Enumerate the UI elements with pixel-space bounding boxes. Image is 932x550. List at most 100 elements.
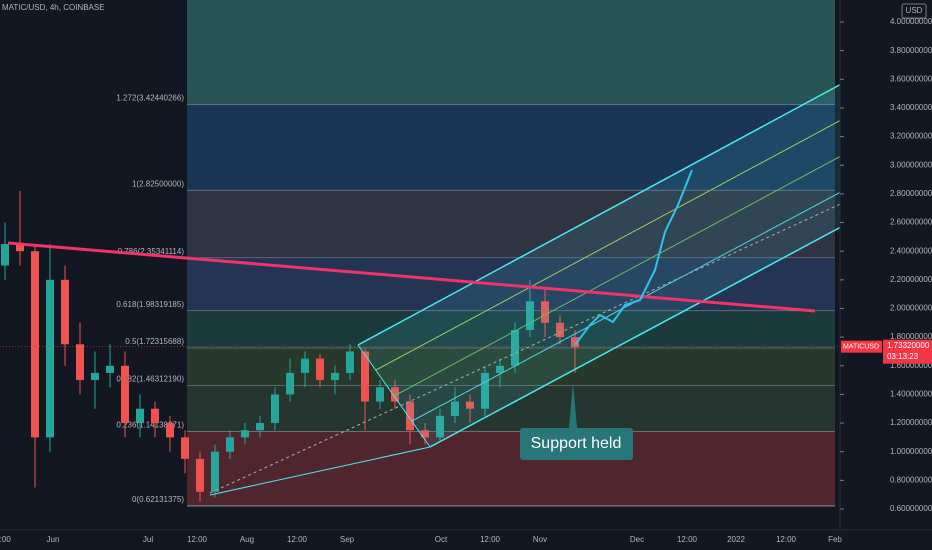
y-tick-label: 0.80000000 bbox=[890, 475, 932, 484]
y-tick-label: 4.00000000 bbox=[890, 17, 932, 26]
x-tick-label: Feb bbox=[828, 535, 842, 544]
channel-bottom bbox=[429, 204, 883, 448]
price-tag bbox=[883, 339, 932, 364]
candle-body bbox=[466, 401, 474, 409]
candle-body bbox=[346, 351, 354, 373]
candle-body bbox=[331, 372, 339, 381]
candle-body bbox=[136, 408, 144, 424]
candle-body bbox=[421, 430, 429, 438]
y-tick-label: 2.20000000 bbox=[890, 275, 932, 284]
fib-label: 0.618(1.98319185) bbox=[116, 300, 184, 309]
symbol-label: MATICUSD bbox=[843, 344, 879, 351]
currency-box bbox=[901, 3, 927, 19]
y-tick-label: 3.80000000 bbox=[890, 46, 932, 55]
fib-label: 0(0.62131375) bbox=[132, 495, 184, 504]
y-tick-label: 1.40000000 bbox=[890, 390, 932, 399]
y-tick-label: 3.00000000 bbox=[890, 160, 932, 169]
candle-body bbox=[16, 244, 24, 252]
fib-label: 1.272(3.42440266) bbox=[116, 94, 184, 103]
candle-body bbox=[1, 244, 9, 266]
candle-body bbox=[106, 365, 114, 373]
x-tick-label: 12:00 bbox=[187, 535, 208, 544]
y-tick-label: 2.40000000 bbox=[890, 246, 932, 255]
price-label: 1.73320000 bbox=[887, 341, 930, 350]
candle-body bbox=[271, 394, 279, 424]
candle-body bbox=[511, 329, 519, 366]
candle-body bbox=[526, 301, 534, 330]
x-tick-label: 12:00 bbox=[677, 535, 698, 544]
fib-label: 0.786(2.35341114) bbox=[118, 247, 185, 256]
chart-title: MATIC/USD, 4h, COINBASE bbox=[2, 3, 105, 12]
candle-body bbox=[286, 372, 294, 395]
y-tick-label: 2.60000000 bbox=[890, 218, 932, 227]
trend-line bbox=[7, 241, 816, 313]
candle-body bbox=[541, 301, 549, 323]
candle-body bbox=[121, 365, 129, 424]
candle-body bbox=[31, 251, 39, 438]
candle-body bbox=[151, 408, 159, 424]
fib-zone bbox=[187, 385, 835, 432]
fib-zone bbox=[187, 190, 835, 258]
x-tick-label: Dec bbox=[630, 535, 644, 544]
fib-label: 0.5(1.72315688) bbox=[125, 337, 184, 346]
callout-pointer bbox=[569, 383, 577, 428]
candle-body bbox=[46, 279, 54, 438]
x-tick-label: 12:00 bbox=[287, 535, 308, 544]
price-axis bbox=[840, 0, 932, 550]
y-tick-label: 0.60000000 bbox=[890, 504, 932, 513]
x-tick-label: Sep bbox=[340, 535, 355, 544]
fib-zone bbox=[187, 431, 835, 506]
y-tick-label: 2.80000000 bbox=[890, 189, 932, 198]
y-tick-label: 1.60000000 bbox=[890, 361, 932, 370]
projection-path bbox=[574, 169, 693, 346]
channel-top bbox=[357, 61, 883, 346]
candle-body bbox=[361, 351, 369, 402]
candle-body bbox=[436, 415, 444, 438]
y-tick-label: 3.20000000 bbox=[890, 132, 932, 141]
candle-body bbox=[376, 387, 384, 402]
y-tick-label: 1.80000000 bbox=[890, 332, 932, 341]
candle-body bbox=[481, 372, 489, 409]
countdown: 03:13:23 bbox=[887, 352, 919, 361]
candle-body bbox=[391, 387, 399, 402]
x-tick-label: Aug bbox=[240, 535, 254, 544]
candle-body bbox=[181, 437, 189, 459]
x-tick-label: Nov bbox=[533, 535, 547, 544]
candle-body bbox=[76, 344, 84, 381]
x-tick-label: 12:00 bbox=[776, 535, 797, 544]
y-tick-label: 2.00000000 bbox=[890, 304, 932, 313]
fib-zone bbox=[187, 104, 835, 191]
candle-body bbox=[226, 437, 234, 452]
channel-fill bbox=[358, 62, 882, 447]
callout-text: Support held bbox=[531, 435, 622, 452]
x-tick-label: Jul bbox=[143, 535, 153, 544]
y-tick-label: 3.40000000 bbox=[890, 103, 932, 112]
channel-bottom bbox=[209, 446, 431, 496]
fib-label: 0.382(1.46312190) bbox=[116, 374, 184, 383]
candle-body bbox=[91, 372, 99, 381]
fib-label: 0.236(1.14138371) bbox=[116, 421, 184, 430]
pitchfork-handle bbox=[357, 344, 431, 448]
callout-box bbox=[520, 428, 633, 460]
fib-zone bbox=[187, 0, 835, 105]
currency: USD bbox=[906, 6, 923, 15]
channel-line bbox=[375, 97, 883, 371]
y-tick-label: 3.60000000 bbox=[890, 74, 932, 83]
candle-body bbox=[556, 322, 564, 338]
candle-body bbox=[316, 358, 324, 381]
candle-body bbox=[256, 423, 264, 431]
x-tick-label: Oct bbox=[435, 535, 448, 544]
x-tick-label: Jun bbox=[47, 535, 60, 544]
symbol-tag bbox=[841, 340, 882, 353]
candle-body bbox=[301, 358, 309, 373]
candle-body bbox=[61, 279, 69, 345]
candle-body bbox=[571, 337, 579, 348]
fib-label: 1(2.82500000) bbox=[132, 179, 184, 188]
candle-body bbox=[211, 451, 219, 492]
pitchfork bbox=[209, 61, 883, 496]
y-tick-label: 1.20000000 bbox=[890, 418, 932, 427]
candle-body bbox=[406, 401, 414, 431]
channel-line bbox=[393, 133, 883, 397]
candle-body bbox=[241, 430, 249, 438]
